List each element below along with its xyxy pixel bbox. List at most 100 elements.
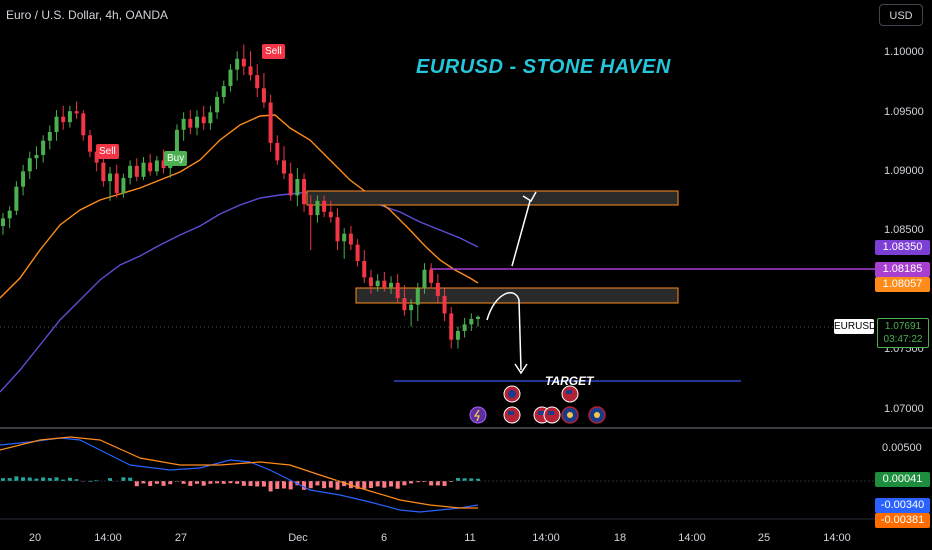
time-tick: 27: [174, 532, 188, 544]
time-tick: 20: [28, 532, 42, 544]
candle-body: [375, 280, 380, 287]
candle-body: [235, 58, 240, 70]
us-flag-icon: [548, 411, 554, 415]
macd-bar: [368, 481, 373, 488]
currency-button[interactable]: USD: [879, 4, 923, 26]
candle-body: [134, 165, 139, 177]
candle-body: [174, 129, 179, 161]
macd-bar: [34, 478, 39, 481]
candle-body: [208, 112, 213, 124]
candle-body: [275, 142, 280, 161]
price-tick: 1.08500: [884, 224, 924, 236]
candles-group: [0, 44, 481, 349]
up-scenario-arrow: [511, 200, 531, 267]
candle-body: [0, 218, 6, 227]
macd-bar: [328, 481, 333, 488]
macd-bar: [335, 481, 340, 490]
macd-bar: [181, 481, 186, 484]
candle-body: [54, 116, 59, 132]
time-tick: Dec: [288, 532, 308, 544]
us-flag-icon: [566, 390, 572, 394]
candle-body: [121, 177, 126, 194]
candle-body: [108, 173, 113, 182]
macd-bar: [27, 477, 32, 481]
macd-bar: [302, 481, 307, 490]
macd-bar: [455, 478, 460, 481]
candle-body: [161, 160, 166, 169]
macd-bar: [469, 478, 474, 481]
down-scenario-arrow: [486, 291, 522, 371]
candle-body: [475, 316, 481, 319]
candle-body: [429, 269, 434, 283]
resistance-zone: [306, 190, 679, 206]
macd-bar: [41, 477, 46, 481]
candle-body: [322, 200, 327, 212]
candle-body: [362, 261, 367, 278]
candle-body: [241, 58, 246, 67]
candle-body: [435, 282, 440, 296]
candle-body: [14, 186, 19, 211]
ema-fast-line: [0, 114, 479, 299]
candle-body: [395, 282, 400, 299]
candle-body: [67, 111, 72, 123]
time-tick: 14:00: [678, 532, 706, 544]
candle-body: [215, 97, 220, 113]
symbol-tag: EURUSD: [834, 319, 877, 334]
macd-bar: [21, 477, 26, 481]
macd-bar: [355, 481, 360, 489]
macd-bar: [255, 481, 260, 487]
candle-body: [141, 162, 146, 177]
macd-bar: [221, 481, 226, 484]
time-tick: 14:00: [94, 532, 122, 544]
event-icons: [469, 385, 606, 424]
event-icon-lightning: [469, 406, 487, 424]
macd-line: [0, 437, 479, 513]
macd-bar: [395, 481, 400, 489]
target-label: TARGET: [545, 374, 594, 388]
current-price-badge: 1.07691 03:47:22: [877, 318, 929, 348]
eu-flag-icon: [594, 412, 600, 418]
macd-bar: [362, 481, 367, 489]
macd-bar: [108, 478, 113, 481]
candle-body: [402, 298, 407, 311]
macd-bar: [462, 478, 467, 481]
candle-body: [27, 158, 32, 172]
macd-bar: [0, 478, 6, 481]
macd-bar: [228, 481, 233, 484]
candle-body: [415, 288, 420, 305]
macd-bar: [7, 478, 12, 481]
candle-body: [195, 116, 200, 128]
candle-body: [114, 173, 119, 194]
candle-body: [7, 210, 12, 219]
macd-tick: 0.00500: [882, 442, 922, 454]
candle-body: [295, 179, 300, 196]
macd-bar: [322, 481, 327, 489]
macd-bar: [315, 481, 320, 486]
macd-bar: [215, 481, 220, 484]
candle-body: [389, 282, 394, 288]
macd-bar: [389, 481, 394, 487]
macd-bar: [409, 481, 414, 484]
candle-body: [462, 324, 467, 331]
time-tick: 25: [757, 532, 771, 544]
price-tick: 1.09000: [884, 165, 924, 177]
candle-body: [228, 69, 233, 87]
candle-body: [455, 330, 460, 340]
candle-body: [248, 66, 253, 76]
candle-body: [355, 244, 360, 261]
candle-body: [261, 88, 266, 103]
macd-bar: [67, 477, 72, 481]
candle-body: [188, 118, 193, 128]
symbol-title[interactable]: Euro / U.S. Dollar, 4h, OANDA: [6, 8, 169, 22]
macd-bar: [154, 481, 159, 484]
macd-bar: [54, 477, 59, 481]
macd-bar: [248, 481, 253, 486]
macd-bar: [429, 481, 434, 486]
candle-body: [74, 111, 79, 114]
chart-title-annotation: EURUSD - STONE HAVEN: [416, 56, 671, 78]
candle-body: [422, 269, 427, 289]
candle-body: [449, 313, 454, 340]
candle-body: [128, 165, 133, 178]
macd-bar: [121, 477, 126, 481]
